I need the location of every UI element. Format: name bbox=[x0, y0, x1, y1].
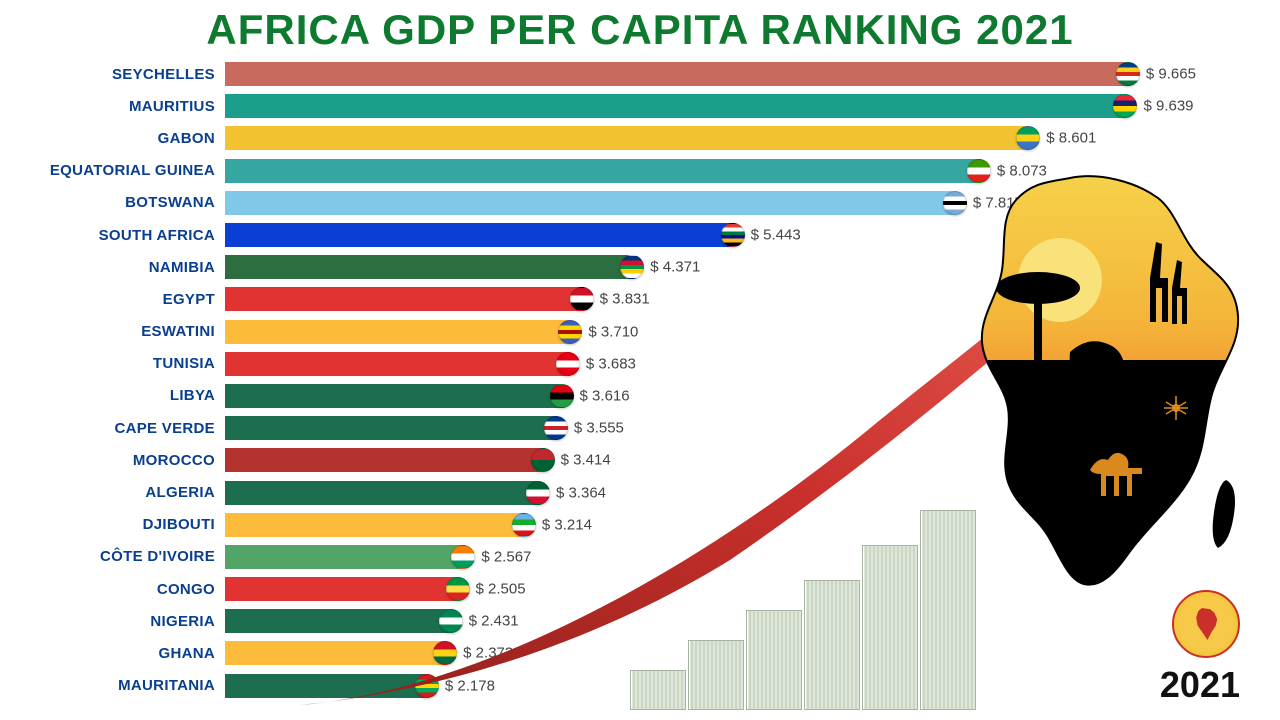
chart-row: MAURITIUS $ 9.639 bbox=[0, 90, 1280, 122]
flag-icon bbox=[1113, 94, 1137, 118]
country-label: GABON bbox=[0, 130, 225, 147]
bar bbox=[225, 384, 564, 408]
bar bbox=[225, 126, 1030, 150]
bar bbox=[225, 159, 981, 183]
bar bbox=[225, 609, 453, 633]
flag-icon bbox=[1116, 62, 1140, 86]
country-label: NAMIBIA bbox=[0, 259, 225, 276]
bar bbox=[225, 255, 634, 279]
value-label: $ 3.364 bbox=[556, 484, 606, 501]
bar bbox=[225, 416, 558, 440]
bar bbox=[225, 223, 735, 247]
country-label: NIGERIA bbox=[0, 613, 225, 630]
bar bbox=[225, 577, 460, 601]
flag-icon bbox=[446, 577, 470, 601]
value-label: $ 3.616 bbox=[580, 387, 630, 404]
bar bbox=[225, 641, 447, 665]
bar bbox=[225, 191, 957, 215]
country-label: DJIBOUTI bbox=[0, 516, 225, 533]
bar bbox=[225, 513, 526, 537]
flag-icon bbox=[620, 255, 644, 279]
value-label: $ 3.214 bbox=[542, 516, 592, 533]
value-label: $ 3.831 bbox=[600, 291, 650, 308]
country-label: SEYCHELLES bbox=[0, 66, 225, 83]
country-label: MAURITANIA bbox=[0, 677, 225, 694]
value-label: $ 2.505 bbox=[476, 581, 526, 598]
country-label: LIBYA bbox=[0, 387, 225, 404]
value-label: $ 9.665 bbox=[1146, 66, 1196, 83]
channel-logo bbox=[1172, 590, 1240, 658]
chart-row: SEYCHELLES $ 9.665 bbox=[0, 58, 1280, 90]
flag-icon bbox=[512, 513, 536, 537]
bar-wrap: $ 2.431 bbox=[225, 609, 1280, 633]
bar bbox=[225, 287, 584, 311]
value-label: $ 5.443 bbox=[751, 227, 801, 244]
value-label: $ 2.567 bbox=[481, 548, 531, 565]
flag-icon bbox=[558, 320, 582, 344]
flag-icon bbox=[556, 352, 580, 376]
chart-title: AFRICA GDP PER CAPITA RANKING 2021 bbox=[0, 0, 1280, 54]
value-label: $ 4.371 bbox=[650, 259, 700, 276]
year-badge: 2021 bbox=[1160, 664, 1240, 706]
bar bbox=[225, 674, 429, 698]
value-label: $ 3.414 bbox=[561, 452, 611, 469]
country-label: SOUTH AFRICA bbox=[0, 227, 225, 244]
bar bbox=[225, 545, 465, 569]
country-label: EQUATORIAL GUINEA bbox=[0, 162, 225, 179]
country-label: ESWATINI bbox=[0, 323, 225, 340]
bar bbox=[225, 94, 1127, 118]
country-label: GHANA bbox=[0, 645, 225, 662]
value-label: $ 8.601 bbox=[1046, 130, 1096, 147]
flag-icon bbox=[721, 223, 745, 247]
chart-row: NIGERIA $ 2.431 bbox=[0, 605, 1280, 637]
value-label: $ 3.683 bbox=[586, 355, 636, 372]
africa-silhouette-graphic bbox=[950, 170, 1250, 590]
country-label: BOTSWANA bbox=[0, 194, 225, 211]
country-label: ALGERIA bbox=[0, 484, 225, 501]
bar bbox=[225, 320, 572, 344]
bar bbox=[225, 352, 570, 376]
flag-icon bbox=[451, 545, 475, 569]
flag-icon bbox=[415, 674, 439, 698]
flag-icon bbox=[526, 481, 550, 505]
value-label: $ 2.373 bbox=[463, 645, 513, 662]
bar-wrap: $ 2.178 bbox=[225, 674, 1280, 698]
country-label: EGYPT bbox=[0, 291, 225, 308]
bar-wrap: $ 2.373 bbox=[225, 641, 1280, 665]
flag-icon bbox=[544, 416, 568, 440]
value-label: $ 2.431 bbox=[469, 613, 519, 630]
chart-row: MAURITANIA $ 2.178 bbox=[0, 670, 1280, 702]
chart-row: GABON $ 8.601 bbox=[0, 122, 1280, 154]
country-label: CÔTE D'IVOIRE bbox=[0, 548, 225, 565]
flag-icon bbox=[550, 384, 574, 408]
flag-icon bbox=[1016, 126, 1040, 150]
flag-icon bbox=[433, 641, 457, 665]
bar-wrap: $ 8.601 bbox=[225, 126, 1280, 150]
country-label: MAURITIUS bbox=[0, 98, 225, 115]
flag-icon bbox=[570, 287, 594, 311]
bar bbox=[225, 62, 1130, 86]
value-label: $ 9.639 bbox=[1143, 98, 1193, 115]
bar-wrap: $ 9.665 bbox=[225, 62, 1280, 86]
country-label: MOROCCO bbox=[0, 452, 225, 469]
value-label: $ 3.710 bbox=[588, 323, 638, 340]
chart-row: GHANA $ 2.373 bbox=[0, 637, 1280, 669]
country-label: TUNISIA bbox=[0, 355, 225, 372]
flag-icon bbox=[439, 609, 463, 633]
country-label: CONGO bbox=[0, 581, 225, 598]
bar bbox=[225, 448, 545, 472]
flag-icon bbox=[531, 448, 555, 472]
value-label: $ 2.178 bbox=[445, 677, 495, 694]
bar-wrap: $ 9.639 bbox=[225, 94, 1280, 118]
value-label: $ 3.555 bbox=[574, 420, 624, 437]
country-label: CAPE VERDE bbox=[0, 420, 225, 437]
bar bbox=[225, 481, 540, 505]
